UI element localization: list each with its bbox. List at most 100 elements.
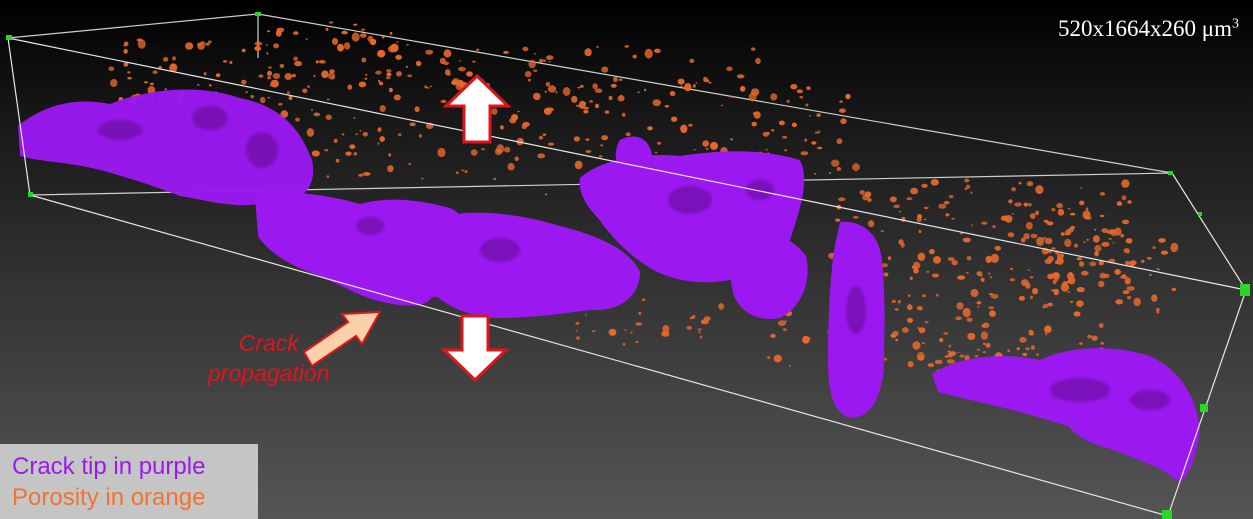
pore xyxy=(360,28,366,31)
pore xyxy=(992,225,996,229)
pore xyxy=(912,261,921,270)
pore xyxy=(956,302,964,310)
pore xyxy=(269,84,273,87)
pore xyxy=(343,42,351,50)
pore xyxy=(1125,238,1133,244)
pore xyxy=(185,42,194,50)
pore xyxy=(245,91,249,94)
pore xyxy=(1018,295,1025,301)
pore xyxy=(548,61,551,63)
pore xyxy=(1098,323,1104,328)
pore xyxy=(1070,225,1076,230)
pore xyxy=(267,76,271,80)
pore xyxy=(989,310,996,317)
pore xyxy=(458,66,466,72)
pore xyxy=(164,88,167,91)
pore xyxy=(162,57,169,62)
pore xyxy=(315,60,319,64)
pore xyxy=(1108,238,1112,240)
pore xyxy=(1056,203,1063,209)
pore xyxy=(1076,287,1085,293)
pore xyxy=(883,357,888,361)
pore xyxy=(990,253,999,263)
pore xyxy=(604,110,610,114)
pore xyxy=(1028,332,1035,336)
pore xyxy=(459,60,462,62)
pore xyxy=(396,71,402,77)
pore xyxy=(967,332,976,341)
pore xyxy=(1025,347,1030,351)
pore xyxy=(955,316,962,321)
pore xyxy=(680,85,683,88)
pore xyxy=(778,120,785,126)
pore xyxy=(311,150,320,157)
pore xyxy=(1028,203,1032,207)
pore xyxy=(377,49,386,58)
pore xyxy=(770,333,776,339)
legend-crack: Crack tip in purple xyxy=(12,453,206,480)
pore xyxy=(939,338,944,343)
pore xyxy=(988,306,995,310)
pore xyxy=(708,81,712,84)
pore xyxy=(966,317,973,322)
pore xyxy=(406,44,409,46)
pore xyxy=(583,101,586,105)
pore xyxy=(1151,294,1158,303)
pore xyxy=(887,256,892,261)
pore xyxy=(1047,255,1054,262)
pore xyxy=(207,40,212,44)
pore xyxy=(767,356,771,359)
pore xyxy=(965,184,971,189)
volume-dimensions-label: 520x1664x260 μm3 xyxy=(1058,16,1239,41)
pore xyxy=(802,335,810,344)
pore xyxy=(426,87,430,89)
pore xyxy=(1073,243,1078,248)
pore xyxy=(596,45,599,48)
pore xyxy=(907,294,911,297)
pore xyxy=(407,74,413,78)
pore xyxy=(585,138,590,141)
pore xyxy=(1101,241,1110,247)
pore xyxy=(351,32,360,42)
pore xyxy=(613,76,618,83)
pore xyxy=(353,152,358,156)
pore xyxy=(652,99,661,107)
pore xyxy=(379,105,386,112)
pore xyxy=(321,70,329,79)
pore xyxy=(1099,192,1106,196)
pore xyxy=(980,331,989,340)
pore xyxy=(266,70,273,76)
pore xyxy=(375,70,382,75)
pore xyxy=(538,58,544,64)
pore xyxy=(751,47,756,51)
pore xyxy=(1121,195,1127,201)
pore xyxy=(1156,268,1160,271)
pore xyxy=(537,153,546,159)
pore xyxy=(809,114,812,117)
pore xyxy=(425,49,434,55)
pore xyxy=(546,107,554,112)
pore xyxy=(378,81,384,86)
pore xyxy=(355,133,359,136)
pore xyxy=(1047,302,1053,307)
pore xyxy=(408,162,412,165)
pore xyxy=(962,237,971,243)
pore xyxy=(1122,274,1126,278)
pore xyxy=(1094,251,1099,257)
pore xyxy=(311,109,313,112)
pore xyxy=(543,59,546,62)
pore xyxy=(1081,270,1089,276)
pore xyxy=(777,320,787,326)
pore xyxy=(533,69,538,72)
pore xyxy=(341,133,345,136)
pore xyxy=(573,136,581,142)
pore xyxy=(547,85,557,93)
pore xyxy=(548,142,554,146)
pore xyxy=(294,60,303,67)
pore xyxy=(415,60,422,67)
pore xyxy=(333,138,338,143)
pore xyxy=(938,203,947,209)
pore xyxy=(621,112,626,117)
pore xyxy=(305,38,308,40)
pore xyxy=(362,172,370,176)
